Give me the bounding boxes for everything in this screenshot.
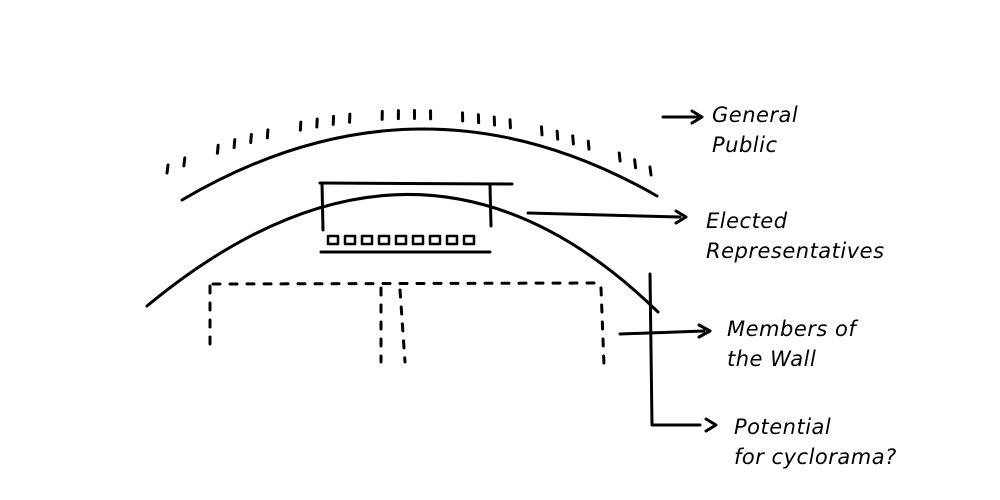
label-line: Potential	[734, 415, 832, 439]
label-line: Elected	[706, 209, 788, 233]
public-tick	[586, 139, 591, 151]
seat-mark	[377, 234, 391, 246]
label-potential-for-cyclorama: Potential for cyclorama?	[734, 412, 897, 472]
label-line: Representatives	[706, 239, 885, 263]
public-tick	[617, 151, 622, 163]
label-general-public: General Public	[712, 100, 798, 160]
public-tick	[249, 133, 253, 144]
general-public-marks	[165, 109, 653, 177]
wall-outline	[208, 281, 606, 367]
label-members-of-the-wall: Members of the Wall	[727, 314, 856, 374]
seat-mark	[360, 234, 374, 246]
representative-seats	[326, 234, 476, 246]
label-line: General	[712, 103, 799, 127]
label-line: Members of	[727, 317, 857, 341]
seat-mark	[326, 234, 340, 246]
public-tick	[182, 156, 187, 168]
label-line: Public	[712, 133, 778, 157]
public-tick	[571, 134, 575, 146]
representatives-bench	[318, 181, 514, 254]
seat-mark	[394, 234, 408, 246]
public-tick	[232, 138, 237, 150]
seat-mark	[462, 234, 476, 246]
public-tick	[555, 129, 560, 141]
outer-arc	[180, 127, 659, 202]
label-line: for cyclorama?	[734, 445, 897, 469]
inner-arc	[145, 193, 660, 314]
public-tick	[265, 128, 270, 140]
arrow-general-public	[661, 109, 704, 125]
arrow-elected-representatives	[526, 209, 688, 225]
public-tick	[165, 163, 170, 175]
seat-mark	[428, 234, 442, 246]
arrow-members-of-the-wall	[618, 323, 712, 339]
label-elected-representatives: Elected Representatives	[706, 206, 885, 266]
arrow-potential-for-cyclorama	[704, 417, 718, 433]
seat-mark	[343, 234, 357, 246]
public-tick	[215, 143, 220, 155]
label-line: the Wall	[727, 347, 817, 371]
public-tick	[633, 158, 638, 170]
seat-mark	[411, 234, 425, 246]
public-tick	[539, 125, 544, 137]
seat-mark	[445, 234, 459, 246]
public-tick	[648, 165, 653, 177]
cyclorama-line	[648, 272, 702, 427]
